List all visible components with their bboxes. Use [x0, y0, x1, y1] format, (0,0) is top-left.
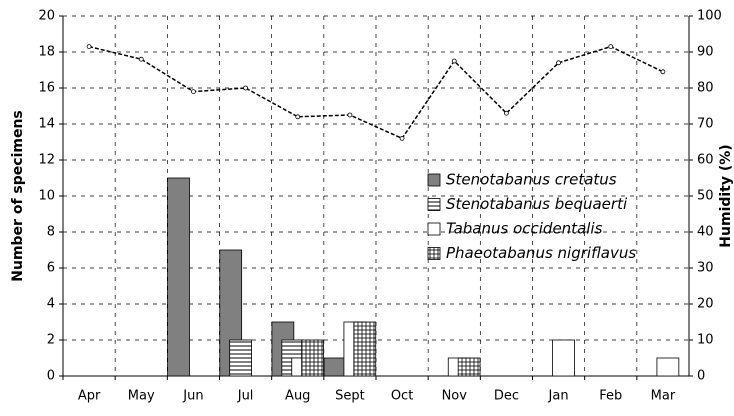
- y2-tick-label: 50: [697, 189, 714, 204]
- y2-tick-label: 40: [697, 225, 714, 240]
- legend-swatch: [427, 173, 441, 187]
- y2-tick-label: 20: [697, 297, 714, 312]
- legend-label: Tabanus occidentalis: [446, 220, 603, 238]
- y2-tick-label: 10: [697, 333, 714, 348]
- y2-tick-label: 0: [697, 369, 705, 384]
- humidity-point: [660, 69, 666, 75]
- y2-tick-label: 90: [697, 45, 714, 60]
- humidity-point: [243, 85, 248, 91]
- humidity-point: [608, 44, 614, 49]
- bar: [167, 177, 190, 377]
- bar: [229, 339, 252, 377]
- x-tick-label: May: [128, 389, 155, 404]
- bar: [323, 357, 347, 377]
- x-tick-label: Apr: [78, 389, 101, 404]
- humidity-point: [451, 58, 457, 64]
- bar: [656, 357, 680, 377]
- humidity-point: [138, 56, 144, 62]
- humidity-line: [88, 45, 664, 140]
- y-tick-label: 8: [47, 225, 55, 240]
- y2-axis-label: Humidity (%): [718, 144, 734, 247]
- humidity-point: [399, 135, 405, 141]
- y2-tick-label: 70: [697, 117, 714, 132]
- y-tick-label: 20: [38, 9, 55, 24]
- x-tick-label: Jan: [548, 389, 569, 404]
- legend-label: Phaeotabanus nigriflavus: [446, 244, 636, 262]
- humidity-point: [347, 112, 353, 118]
- x-tick-label: Feb: [599, 389, 622, 404]
- humidity-point: [191, 89, 196, 94]
- legend-label: Stenotabanus cretatus: [446, 171, 617, 189]
- humidity-point: [504, 110, 509, 116]
- x-tick-label: Jul: [237, 389, 254, 404]
- y-tick-label: 2: [47, 333, 55, 348]
- x-tick-label: Mar: [651, 389, 676, 404]
- y2-tick-label: 100: [697, 9, 722, 24]
- humidity-point: [295, 114, 301, 120]
- humidity-point: [556, 60, 561, 66]
- x-tick-label: Aug: [285, 389, 310, 404]
- y-tick-label: 14: [38, 117, 55, 132]
- y-tick-label: 4: [47, 297, 55, 312]
- x-tick-label: Oct: [391, 389, 413, 404]
- y-tick-label: 10: [38, 189, 55, 204]
- y2-tick-label: 80: [697, 81, 714, 96]
- legend-label: Stenotabanus bequaerti: [446, 195, 628, 213]
- y-tick-label: 18: [38, 45, 55, 60]
- x-tick-label: Nov: [442, 389, 468, 404]
- legend-swatch: [427, 198, 441, 211]
- y-tick-label: 16: [38, 81, 55, 96]
- y-tick-label: 0: [47, 369, 55, 384]
- legend-swatch: [427, 247, 441, 260]
- y-tick-label: 6: [47, 261, 55, 276]
- x-tick-label: Jun: [182, 389, 203, 404]
- legend-swatch: [427, 222, 441, 236]
- y-axis-label: Number of specimens: [10, 110, 26, 281]
- humidity-point: [86, 44, 92, 49]
- x-tick-label: Sept: [335, 389, 365, 404]
- bar: [552, 339, 575, 377]
- bar: [457, 357, 481, 377]
- y-tick-label: 12: [38, 153, 55, 168]
- y2-tick-label: 30: [697, 261, 714, 276]
- bar: [301, 339, 324, 377]
- bar: [353, 321, 377, 377]
- x-tick-label: Dec: [494, 389, 519, 404]
- y2-tick-label: 60: [697, 153, 714, 168]
